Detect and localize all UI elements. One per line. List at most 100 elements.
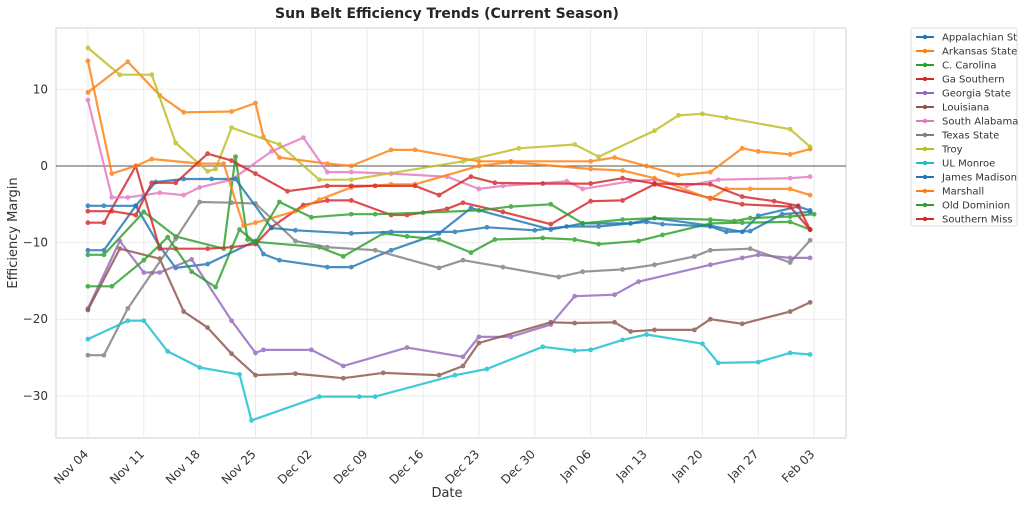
- data-point-ul-monroe: [644, 332, 649, 337]
- data-point-southern-miss: [253, 171, 258, 177]
- data-point-louisiana: [436, 372, 442, 378]
- data-point-georgia-state: [572, 293, 578, 299]
- data-point-texas-state: [620, 267, 625, 272]
- data-point-louisiana: [787, 309, 793, 314]
- data-point-south-alabama: [348, 169, 354, 175]
- data-point-ul-monroe: [755, 359, 761, 365]
- data-point-texas-state: [500, 264, 506, 270]
- data-point-georgia-state: [229, 318, 234, 324]
- data-point-ga-southern: [500, 209, 506, 215]
- legend-marker: [922, 104, 928, 110]
- data-point-arkansas-state: [348, 163, 354, 169]
- data-point-arkansas-state: [253, 100, 258, 106]
- data-point-georgia-state: [508, 334, 514, 340]
- legend-label: Texas State: [941, 131, 999, 142]
- data-point-south-alabama: [157, 190, 163, 196]
- data-point-arkansas-state: [229, 109, 234, 114]
- data-point-old-dominion: [277, 199, 282, 205]
- data-point-south-alabama: [197, 185, 203, 190]
- legend-item-marshall: Marshall: [916, 187, 984, 198]
- legend-marker: [922, 132, 928, 138]
- data-point-arkansas-state: [755, 148, 761, 154]
- data-point-troy: [516, 145, 522, 151]
- data-point-james-madison: [747, 228, 753, 234]
- data-point-old-dominion: [652, 215, 657, 221]
- legend-item-georgia-state: Georgia State: [916, 89, 1011, 100]
- data-point-marshall: [707, 196, 713, 202]
- data-point-south-alabama: [85, 97, 91, 103]
- data-point-georgia-state: [755, 252, 761, 258]
- data-point-southern-miss: [468, 174, 474, 180]
- data-point-ul-monroe: [588, 347, 594, 353]
- data-point-southern-miss: [771, 198, 777, 204]
- data-point-ga-southern: [739, 201, 745, 207]
- data-point-arkansas-state: [388, 147, 394, 153]
- data-point-louisiana: [85, 307, 91, 313]
- data-point-james-madison: [779, 211, 785, 217]
- data-point-troy: [723, 115, 729, 121]
- data-point-appalachian-st: [388, 247, 394, 253]
- data-point-james-madison: [133, 203, 139, 209]
- data-point-south-alabama: [125, 194, 131, 200]
- data-point-marshall: [85, 58, 91, 64]
- data-point-georgia-state: [476, 334, 482, 340]
- data-point-ul-monroe: [620, 337, 625, 343]
- data-point-georgia-state: [404, 345, 410, 350]
- data-point-old-dominion: [476, 207, 482, 213]
- data-point-south-alabama: [269, 148, 274, 154]
- data-point-ga-southern: [588, 198, 594, 204]
- data-point-marshall: [109, 171, 115, 177]
- data-point-c-carolina: [468, 250, 474, 255]
- data-point-south-alabama: [715, 177, 721, 183]
- legend-marker: [922, 48, 928, 54]
- data-point-georgia-state: [739, 255, 745, 261]
- data-point-troy: [316, 177, 322, 183]
- data-point-troy: [205, 168, 211, 174]
- data-point-southern-miss: [739, 194, 745, 199]
- data-point-c-carolina: [787, 219, 793, 225]
- y-tick-label: 10: [33, 82, 48, 96]
- data-point-southern-miss: [109, 208, 115, 214]
- data-point-arkansas-state: [476, 158, 482, 164]
- y-axis-label: Efficiency Margin: [6, 177, 21, 288]
- data-point-ga-southern: [548, 221, 554, 227]
- data-point-southern-miss: [795, 203, 801, 209]
- data-point-texas-state: [747, 246, 753, 252]
- data-point-troy: [229, 125, 234, 131]
- data-point-southern-miss: [348, 183, 354, 189]
- data-point-arkansas-state: [85, 89, 91, 95]
- data-point-ul-monroe: [715, 360, 721, 366]
- legend-item-south-alabama: South Alabama: [916, 117, 1018, 128]
- data-point-arkansas-state: [739, 145, 745, 151]
- data-point-appalachian-st: [468, 205, 474, 211]
- series-line-ul-monroe: [87, 319, 811, 422]
- data-point-ul-monroe: [572, 348, 578, 354]
- legend-label: Appalachian St: [942, 33, 1017, 44]
- data-point-old-dominion: [109, 283, 115, 289]
- legend-marker: [922, 216, 928, 222]
- data-point-appalachian-st: [261, 251, 266, 257]
- series-texas-state: [85, 199, 813, 358]
- data-point-louisiana: [117, 246, 123, 252]
- data-point-old-dominion: [420, 210, 426, 216]
- data-point-louisiana: [691, 327, 697, 333]
- data-point-ul-monroe: [484, 366, 490, 372]
- data-point-south-alabama: [787, 175, 793, 181]
- legend-item-old-dominion: Old Dominion: [916, 201, 1010, 212]
- data-point-ga-southern: [620, 198, 625, 203]
- data-point-texas-state: [787, 260, 793, 265]
- legend-label: Old Dominion: [942, 201, 1010, 212]
- data-point-texas-state: [460, 257, 466, 263]
- data-point-louisiana: [739, 321, 745, 327]
- y-axis-ticks: 10 0 −10 −20 −30: [23, 82, 48, 403]
- y-tick-label: −30: [23, 389, 48, 403]
- data-point-southern-miss: [85, 208, 91, 214]
- data-point-old-dominion: [620, 217, 625, 222]
- data-point-marshall: [253, 220, 258, 226]
- data-point-old-dominion: [348, 211, 354, 217]
- data-point-ga-southern: [101, 220, 107, 226]
- legend-label: James Madison: [941, 173, 1017, 184]
- data-point-ul-monroe: [372, 394, 378, 400]
- chart-title: Sun Belt Efficiency Trends (Current Seas…: [275, 6, 619, 22]
